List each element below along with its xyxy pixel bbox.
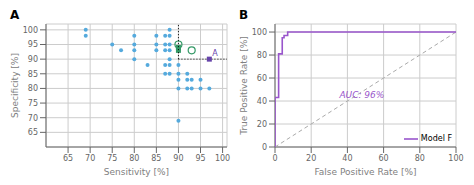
svg-text:80: 80 <box>257 51 267 60</box>
svg-text:A: A <box>212 49 218 58</box>
svg-text:80: 80 <box>28 84 38 93</box>
svg-text:60: 60 <box>257 74 267 83</box>
svg-text:40: 40 <box>342 154 352 163</box>
svg-text:Specificity [%]: Specificity [%] <box>10 53 20 118</box>
svg-text:65: 65 <box>63 154 73 163</box>
html-text:Model F: Model F <box>420 134 452 143</box>
html-text:B: B <box>239 8 249 22</box>
svg-text:20: 20 <box>257 120 267 129</box>
svg-text:75: 75 <box>28 99 38 108</box>
svg-text:75: 75 <box>107 154 117 163</box>
html-text:A: A <box>10 8 20 22</box>
svg-text:100: 100 <box>252 28 267 37</box>
svg-text:100: 100 <box>215 154 230 163</box>
svg-text:AUC: 96%: AUC: 96% <box>338 90 384 100</box>
svg-text:False Positive Rate [%]: False Positive Rate [%] <box>314 167 416 177</box>
svg-text:85: 85 <box>151 154 161 163</box>
svg-text:90: 90 <box>173 154 183 163</box>
svg-text:65: 65 <box>28 128 38 137</box>
svg-text:60: 60 <box>379 154 389 163</box>
svg-text:85: 85 <box>28 70 38 79</box>
svg-text:70: 70 <box>85 154 95 163</box>
svg-text:Sensitivity [%]: Sensitivity [%] <box>104 167 169 177</box>
svg-text:95: 95 <box>28 40 38 49</box>
svg-text:90: 90 <box>28 55 38 64</box>
svg-text:0: 0 <box>272 154 277 163</box>
svg-text:True Positive Rate [%]: True Positive Rate [%] <box>239 36 249 136</box>
svg-text:0: 0 <box>262 143 267 152</box>
svg-text:95: 95 <box>195 154 205 163</box>
svg-text:80: 80 <box>415 154 425 163</box>
svg-text:20: 20 <box>306 154 316 163</box>
svg-text:100: 100 <box>23 26 38 35</box>
svg-text:80: 80 <box>129 154 139 163</box>
svg-text:100: 100 <box>448 154 463 163</box>
svg-text:70: 70 <box>28 114 38 123</box>
svg-text:40: 40 <box>257 97 267 106</box>
